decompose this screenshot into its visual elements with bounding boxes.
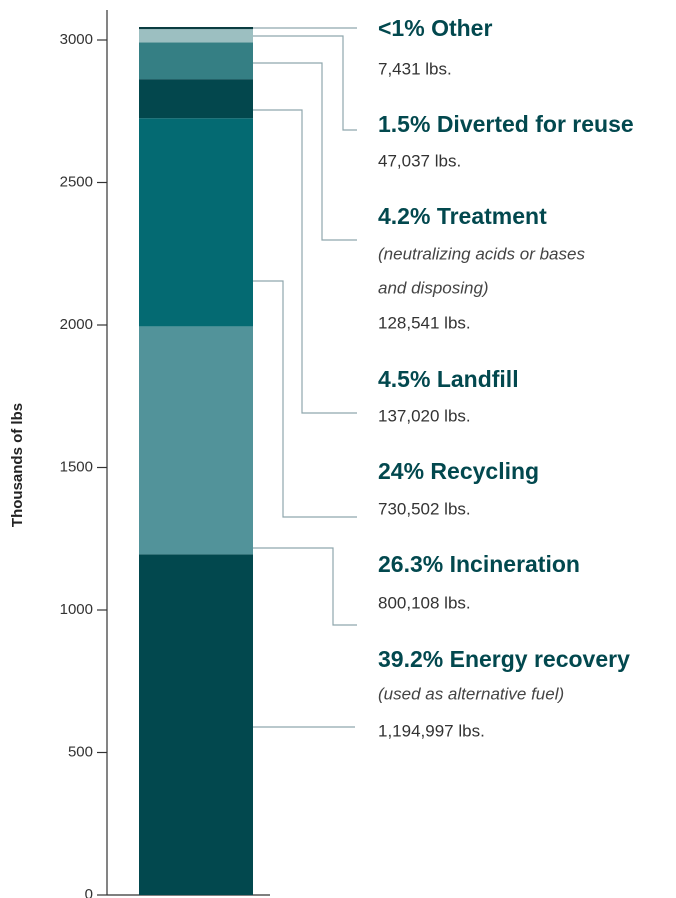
bar-segment <box>139 29 253 43</box>
y-tick-label: 2500 <box>60 173 93 190</box>
leader-line <box>253 109 357 414</box>
bar-segment <box>139 26 253 30</box>
bar-segment <box>139 554 253 895</box>
bar-segment <box>139 118 253 327</box>
bar-segment <box>139 326 253 555</box>
segment-value: 128,541 lbs. <box>378 313 471 332</box>
y-tick-label: 1000 <box>60 601 93 618</box>
segment-note: and disposing) <box>378 278 489 297</box>
segment-value: 47,037 lbs. <box>378 151 461 170</box>
y-tick-label: 1500 <box>60 458 93 475</box>
segment-value: 730,502 lbs. <box>378 499 471 518</box>
y-axis-label: Thousands of lbs <box>9 403 26 527</box>
segment-title: 39.2% Energy recovery <box>378 646 630 672</box>
segment-title: 26.3% Incineration <box>378 551 580 577</box>
y-tick-label: 500 <box>68 743 93 760</box>
bar-segment <box>139 79 253 119</box>
segment-title: 4.5% Landfill <box>378 366 519 392</box>
segment-value: 800,108 lbs. <box>378 593 471 612</box>
leader-line <box>253 62 357 241</box>
bar-segment <box>139 42 253 80</box>
segment-value: 1,194,997 lbs. <box>378 721 485 740</box>
segment-title: 24% Recycling <box>378 458 539 484</box>
leader-line <box>253 547 357 626</box>
y-tick-label: 2000 <box>60 316 93 333</box>
segment-title: 1.5% Diverted for reuse <box>378 111 634 137</box>
segment-value: 7,431 lbs. <box>378 59 452 78</box>
y-tick-label: 0 <box>85 886 93 898</box>
segment-note: (used as alternative fuel) <box>378 684 564 703</box>
segment-value: 137,020 lbs. <box>378 406 471 425</box>
y-tick-label: 3000 <box>60 31 93 48</box>
leader-line <box>253 35 357 131</box>
segment-title: <1% Other <box>378 15 492 41</box>
segment-title: 4.2% Treatment <box>378 203 547 229</box>
leader-line <box>253 280 357 518</box>
segment-note: (neutralizing acids or bases <box>378 244 585 263</box>
